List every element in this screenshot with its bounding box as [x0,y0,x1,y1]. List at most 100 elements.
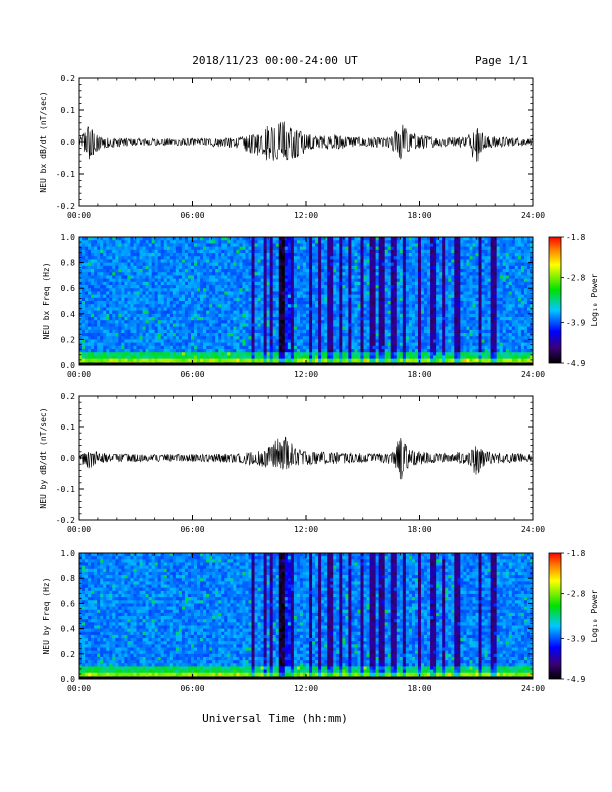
heatmap-cell [396,342,401,347]
heatmap-cell [242,294,246,299]
heatmap-cell [363,249,367,254]
heatmap-cell [290,285,295,289]
heatmap-cell [309,323,313,327]
heatmap-cell [272,345,277,350]
heatmap-cell [427,333,431,337]
heatmap-cell [351,333,355,337]
heatmap-cell [178,278,183,283]
heatmap-cell [290,301,295,305]
heatmap-cell [163,345,168,350]
heatmap-cell [442,352,446,356]
heatmap-cell [393,259,398,263]
heatmap-cell [200,336,204,340]
heatmap-cell [278,345,283,350]
heatmap-cell [194,256,198,260]
heatmap-cell [151,253,156,257]
heatmap-cell [360,326,364,331]
heatmap-cell [436,307,440,311]
heatmap-cell [166,323,171,327]
heatmap-cell [318,307,322,311]
heatmap-cell [272,358,277,363]
heatmap-cell [405,355,410,359]
heatmap-cell [160,259,165,263]
heatmap-cell [399,285,404,289]
heatmap-cell [357,275,361,279]
heatmap-cell [218,326,222,331]
heatmap-cell [263,237,268,241]
heatmap-cell [369,310,373,315]
heatmap-cell [351,323,355,327]
heatmap-cell [321,320,325,324]
heatmap-cell [82,333,86,337]
heatmap-cell [414,358,419,363]
heatmap-cell [97,307,101,311]
heatmap-cell [172,313,177,318]
heatmap-cell [366,345,370,350]
heatmap-cell [266,307,271,311]
heatmap-cell [251,259,255,263]
heatmap-cell [212,237,216,241]
heatmap-cell [393,278,398,283]
heatmap-cell [175,246,180,251]
heatmap-cell [206,301,210,305]
heatmap-cell [139,342,143,347]
heatmap-cell [417,333,422,337]
heatmap-cell [266,310,271,315]
heatmap-cell [233,240,237,244]
heatmap-cell [127,297,131,302]
heatmap-cell [206,310,210,315]
heatmap-cell [312,262,316,267]
heatmap-cell [405,358,410,363]
heatmap-cell [239,352,243,356]
heatmap-cell [166,339,171,343]
heatmap-cell [239,301,243,305]
heatmap-cell [299,246,304,251]
heatmap-cell [218,352,222,356]
heatmap-cell [115,288,119,292]
heatmap-cell [306,291,310,295]
heatmap-cell [233,329,237,334]
heatmap-cell [227,249,231,254]
heatmap-cell [169,358,174,363]
heatmap-cell [257,262,261,267]
heatmap-cell [384,349,389,353]
heatmap-cell [91,269,95,273]
heatmap-cell [172,269,177,273]
heatmap-cell [299,323,304,327]
heatmap-cell [224,253,228,257]
heatmap-cell [442,272,446,276]
heatmap-cell [287,237,292,241]
heatmap-cell [381,317,386,321]
heatmap-cell [100,310,104,315]
heatmap-cell [169,301,174,305]
heatmap-cell [154,272,159,276]
heatmap-cell [148,339,153,343]
heatmap-cell [124,278,128,283]
heatmap-cell [336,291,340,295]
heatmap-cell [330,275,334,279]
heatmap-cell [121,336,125,340]
heatmap-cell [163,275,168,279]
heatmap-cell [263,301,268,305]
heatmap-cell [312,285,316,289]
heatmap-cell [257,304,261,308]
heatmap-cell [336,297,340,302]
heatmap-cell [260,336,265,340]
heatmap-cell [384,317,389,321]
heatmap-cell [197,262,201,267]
heatmap-cell [190,253,195,257]
heatmap-cell [339,333,343,337]
heatmap-cell [124,339,128,343]
heatmap-cell [306,253,310,257]
heatmap-cell [224,310,228,315]
heatmap-cell [287,285,292,289]
heatmap-cell [85,237,89,241]
heatmap-cell [324,262,328,267]
heatmap-cell [133,355,137,359]
heatmap-cell [351,339,355,343]
heatmap-cell [312,317,316,321]
heatmap-cell [309,269,313,273]
heatmap-cell [348,243,352,247]
heatmap-cell [293,352,298,356]
heatmap-cell [151,275,156,279]
